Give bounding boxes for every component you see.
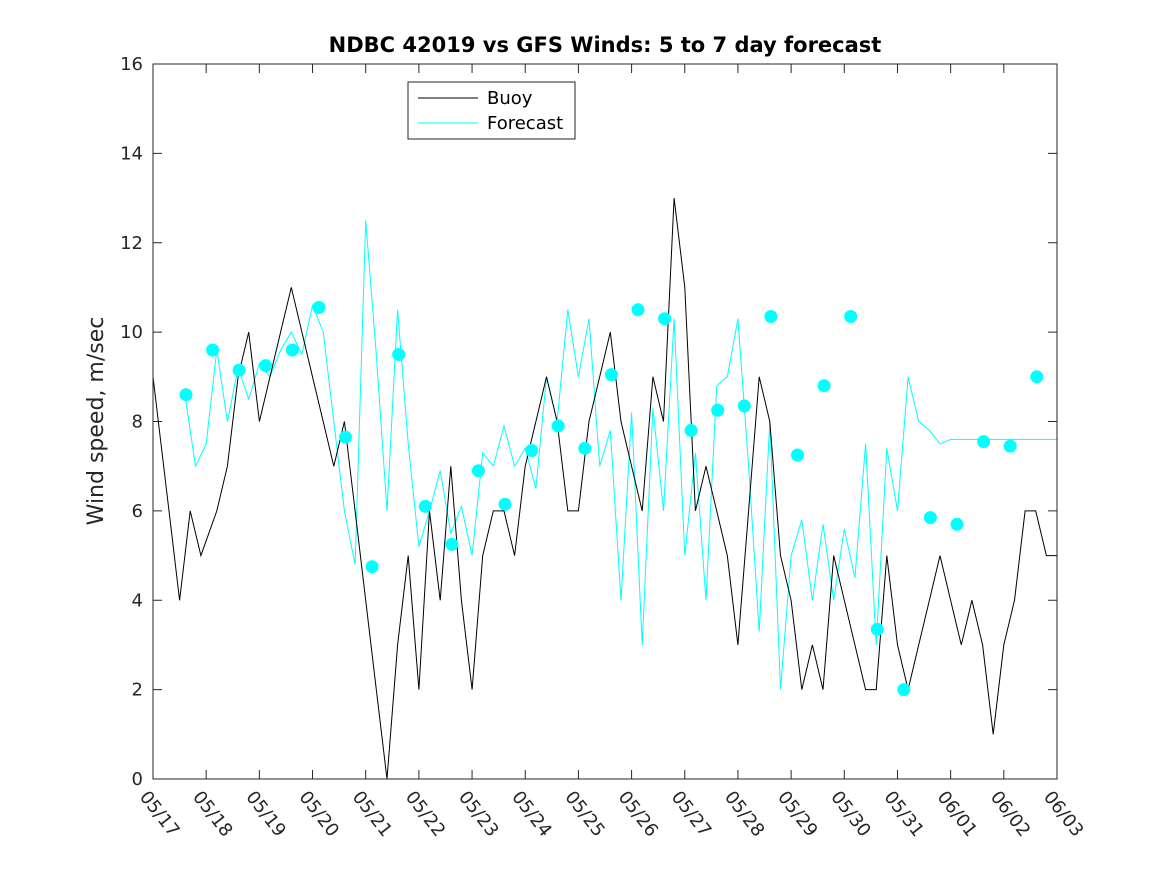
forecast-point — [339, 430, 352, 444]
x-tick-label: 05/27 — [667, 787, 715, 841]
y-tick-label: 0 — [132, 769, 143, 790]
forecast-point — [684, 423, 698, 437]
forecast-point — [206, 343, 220, 357]
legend-box — [407, 81, 576, 140]
forecast-point — [604, 368, 618, 382]
x-tick-label: 05/24 — [507, 787, 555, 841]
forecast-point — [498, 497, 512, 511]
forecast-point — [817, 379, 831, 393]
forecast-line — [184, 220, 1057, 690]
forecast-point — [844, 310, 858, 323]
x-tick-label: 05/18 — [188, 787, 236, 841]
legend-forecast-label: Forecast — [487, 113, 563, 134]
legend: Buoy Forecast — [407, 81, 576, 140]
y-tick-label: 6 — [132, 501, 143, 522]
forecast-point — [977, 435, 991, 449]
forecast-point — [232, 363, 246, 377]
x-tick-label: 05/22 — [401, 787, 449, 841]
forecast-point — [179, 388, 193, 402]
x-tick-label: 06/02 — [986, 787, 1034, 841]
forecast-point — [658, 312, 672, 326]
forecast-point — [312, 301, 326, 314]
y-tick-label: 2 — [132, 680, 143, 701]
x-tick-label: 06/01 — [933, 787, 981, 841]
forecast-point — [471, 464, 485, 478]
x-tick-label: 05/25 — [560, 787, 608, 841]
x-tick-label: 05/29 — [773, 787, 821, 841]
x-tick-label: 05/17 — [135, 787, 183, 841]
chart-title: NDBC 42019 vs GFS Winds: 5 to 7 day fore… — [329, 33, 882, 57]
x-tick-label: 05/28 — [720, 787, 768, 841]
y-tick-label: 10 — [120, 322, 143, 343]
y-tick-label: 4 — [132, 590, 143, 611]
x-tick-label: 05/30 — [826, 787, 874, 841]
y-tick-label: 8 — [132, 412, 143, 433]
forecast-point — [1003, 439, 1017, 453]
forecast-point — [285, 343, 299, 357]
forecast-point — [551, 419, 565, 433]
forecast-point — [418, 499, 432, 513]
forecast-point — [950, 517, 964, 531]
forecast-point — [392, 348, 406, 361]
forecast-point — [365, 560, 379, 574]
plot-frame — [152, 63, 1058, 780]
forecast-point — [791, 448, 804, 462]
x-tick-label: 05/23 — [454, 787, 502, 841]
forecast-point — [525, 444, 539, 457]
x-tick-label: 06/03 — [1039, 787, 1087, 841]
legend-buoy-label: Buoy — [487, 88, 533, 109]
forecast-point — [259, 359, 273, 373]
forecast-point — [445, 537, 459, 551]
forecast-point — [711, 403, 725, 417]
y-axis-label: Wind speed, m/sec — [84, 317, 109, 526]
x-tick-label: 05/19 — [241, 787, 289, 841]
forecast-point — [923, 511, 937, 525]
x-tick-label: 05/20 — [295, 787, 343, 841]
forecast-point — [764, 310, 778, 323]
y-tick-label: 12 — [120, 233, 143, 254]
forecast-point — [897, 683, 911, 697]
x-tick-label: 05/26 — [614, 787, 662, 841]
forecast-point — [578, 441, 592, 455]
forecast-point — [631, 303, 645, 317]
forecast-point — [1030, 370, 1044, 384]
y-tick-label: 14 — [120, 143, 143, 164]
x-tick-label: 05/31 — [880, 787, 928, 841]
y-tick-label: 16 — [120, 54, 143, 75]
forecast-point — [870, 622, 884, 636]
plot-area — [152, 198, 1057, 780]
buoy-line — [152, 198, 1057, 780]
forecast-point — [737, 399, 751, 413]
x-tick-label: 05/21 — [348, 787, 396, 841]
